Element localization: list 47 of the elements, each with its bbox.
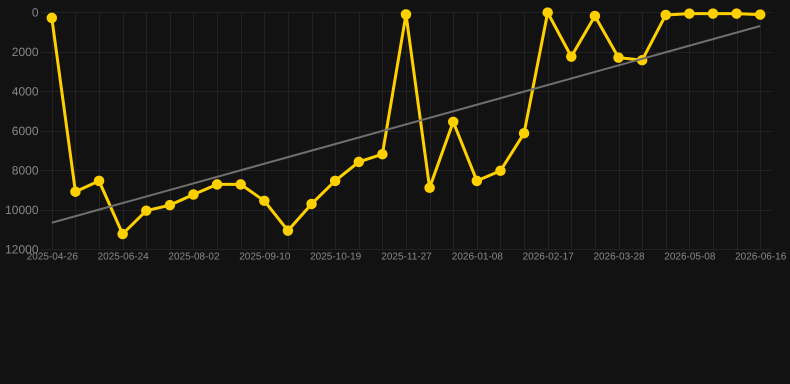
point <box>330 176 340 186</box>
point <box>542 7 553 18</box>
x-tick-label: 2025-06-24 <box>98 252 150 262</box>
x-tick-label: 2026-01-08 <box>452 252 504 262</box>
point <box>684 8 695 19</box>
point <box>660 10 671 20</box>
y-tick-label: 2000 <box>12 45 39 59</box>
point <box>377 148 388 160</box>
point <box>188 189 199 200</box>
y-tick-label: 0 <box>32 6 39 20</box>
point <box>518 128 530 138</box>
point <box>70 186 81 197</box>
point <box>164 200 176 210</box>
point <box>141 205 152 216</box>
point <box>259 196 270 206</box>
y-tick-label: 6000 <box>12 124 39 138</box>
x-tick-label: 2025-08-02 <box>168 252 220 262</box>
y-tick-label: 8000 <box>12 164 39 178</box>
x-tick-label: 2026-02-17 <box>522 252 574 262</box>
x-tick-label: 2026-06-16 <box>735 252 787 262</box>
point <box>282 225 294 236</box>
point <box>354 156 364 168</box>
point <box>708 8 718 19</box>
point <box>613 52 624 63</box>
point <box>212 179 222 190</box>
point <box>46 12 58 24</box>
x-tick-label: 2026-03-28 <box>593 252 646 262</box>
y-tick-label: 4000 <box>12 84 39 98</box>
point <box>235 179 246 190</box>
x-tick-label: 2025-04-26 <box>26 252 78 262</box>
point <box>117 228 128 240</box>
point <box>306 198 317 210</box>
point <box>731 8 742 19</box>
point <box>495 166 506 176</box>
x-tick-label: 2026-05-08 <box>664 252 716 262</box>
point <box>94 176 104 186</box>
point <box>754 9 766 20</box>
point <box>448 116 458 128</box>
x-tick-label: 2025-11-27 <box>381 252 432 262</box>
point <box>400 9 412 20</box>
point <box>472 176 482 186</box>
x-tick-label: 2025-10-19 <box>310 252 362 262</box>
point <box>590 10 600 22</box>
point <box>424 182 435 194</box>
x-tick-label: 2025-09-10 <box>239 252 291 262</box>
point <box>566 51 577 62</box>
y-tick-label: 10000 <box>5 203 39 217</box>
